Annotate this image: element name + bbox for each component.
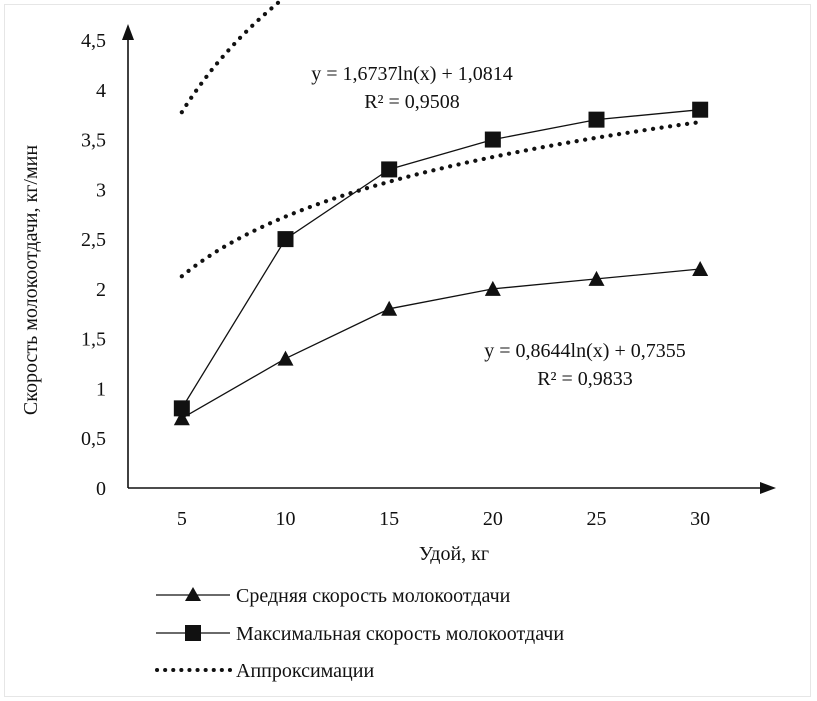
data-point-average — [484, 280, 501, 296]
y-axis-arrow-icon — [122, 24, 134, 40]
legend-label-trendlines: Аппроксимации — [236, 660, 374, 682]
x-axis-arrow-icon — [760, 482, 776, 494]
x-tick-label: 10 — [276, 508, 296, 530]
series-line-average — [181, 268, 701, 419]
y-tick-label: 1 — [96, 378, 106, 400]
trendline-equation-avg: y = 0,8644ln(x) + 0,7355 — [484, 340, 685, 362]
legend: Средняя скорость молокоотдачи Максимальн… — [155, 585, 564, 682]
trendline-equation-max: y = 1,6737ln(x) + 1,0814 — [311, 63, 512, 85]
y-tick-label: 3 — [96, 179, 106, 201]
square-marker-icon — [185, 625, 201, 641]
x-tick-label: 15 — [379, 508, 399, 530]
data-point-max — [484, 131, 501, 148]
series-line-max — [181, 109, 701, 409]
legend-label-average: Средняя скорость молокоотдачи — [236, 585, 511, 607]
y-tick-label: 4,5 — [81, 30, 106, 52]
data-point-average — [692, 260, 709, 276]
data-point-max — [692, 101, 709, 118]
data-point-average — [381, 300, 398, 316]
legend-label-max: Максимальная скорость молокоотдачи — [236, 623, 564, 645]
legend-item-average: Средняя скорость молокоотдачи — [156, 585, 511, 607]
data-point-average — [588, 270, 605, 286]
data-point-max — [381, 161, 398, 178]
y-tick-label: 2 — [96, 279, 106, 301]
y-tick-label: 3,5 — [81, 130, 106, 152]
data-point-max — [588, 111, 605, 128]
series-lines — [181, 109, 701, 419]
y-tick-label: 4 — [96, 80, 106, 102]
legend-item-trendlines: Аппроксимации — [155, 660, 374, 682]
y-tick-label: 0,5 — [81, 428, 106, 450]
data-point-average — [173, 410, 190, 426]
data-point-max — [277, 231, 294, 248]
legend-item-max: Максимальная скорость молокоотдачи — [156, 623, 564, 645]
data-point-max — [173, 400, 190, 417]
y-tick-label: 1,5 — [81, 329, 106, 351]
x-tick-label: 5 — [177, 508, 187, 530]
data-point-average — [277, 350, 294, 366]
y-tick-labels: 0 0,5 1 1,5 2 2,5 3 3,5 4 4,5 — [81, 30, 106, 500]
x-tick-labels: 5 10 15 20 25 30 — [177, 508, 710, 530]
x-tick-label: 20 — [483, 508, 503, 530]
trendline-average — [179, 119, 703, 279]
x-axis-title: Удой, кг — [419, 543, 489, 565]
axes — [122, 24, 776, 494]
y-tick-label: 0 — [96, 478, 106, 500]
triangle-marker-icon — [185, 587, 201, 601]
x-tick-label: 25 — [587, 508, 607, 530]
trendline-r2-avg: R² = 0,9833 — [537, 368, 633, 390]
y-tick-label: 2,5 — [81, 229, 106, 251]
chart-frame — [4, 4, 811, 697]
trendline-r2-max: R² = 0,9508 — [364, 91, 460, 113]
data-markers — [173, 101, 709, 426]
x-tick-label: 30 — [690, 508, 710, 530]
y-axis-title: Скорость молокоотдачи, кг/мин — [20, 145, 42, 415]
trendlines — [179, 0, 703, 279]
